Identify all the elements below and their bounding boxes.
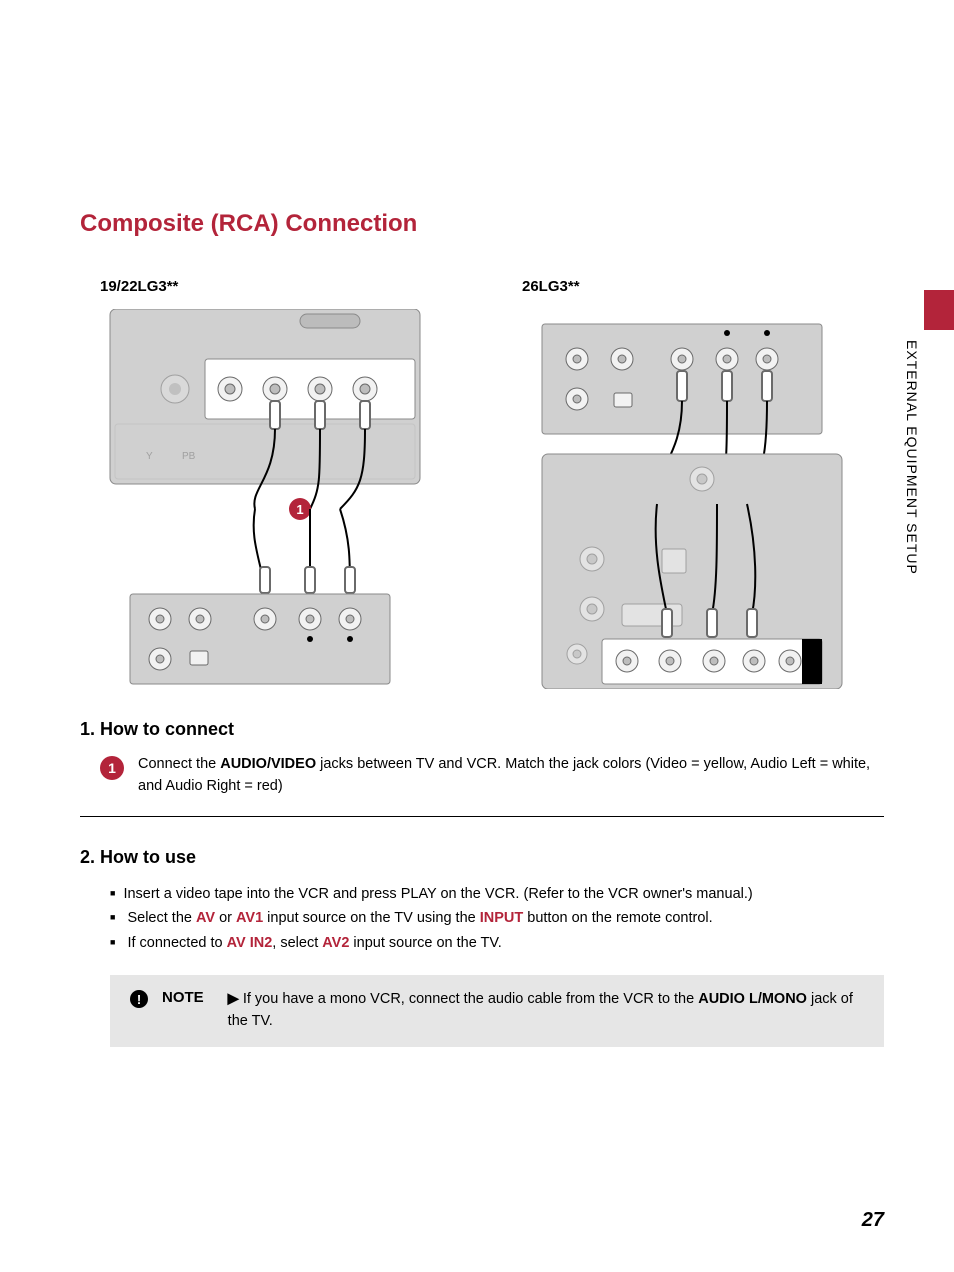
model-label-right: 26LG3** — [522, 278, 884, 295]
label-pb: PB — [182, 451, 196, 462]
txt: Connect the — [138, 756, 220, 772]
txt: or — [215, 910, 236, 926]
txt: Select the — [127, 910, 196, 926]
txt: input source on the TV. — [349, 935, 501, 951]
note-body: ▶If you have a mono VCR, connect the aud… — [228, 989, 864, 1033]
page-title: Composite (RCA) Connection — [80, 210, 884, 238]
txt: button on the remote control. — [523, 910, 712, 926]
connect-step-1: 1 Connect the AUDIO/VIDEO jacks between … — [80, 754, 884, 798]
svg-text:1: 1 — [296, 502, 303, 517]
txt: , select — [272, 935, 322, 951]
txt-bold: AUDIO/VIDEO — [220, 756, 316, 772]
arrow-icon: ▶ — [228, 991, 239, 1007]
label-y: Y — [146, 451, 153, 462]
divider — [80, 816, 884, 817]
use-item-2: Select the AV or AV1 input source on the… — [110, 906, 884, 931]
note-icon: ! — [130, 990, 148, 1008]
use-item-1: Insert a video tape into the VCR and pre… — [110, 882, 884, 907]
use-list: Insert a video tape into the VCR and pre… — [80, 882, 884, 956]
connect-step-1-text: Connect the AUDIO/VIDEO jacks between TV… — [138, 754, 884, 798]
txt: Insert a video tape into the VCR and pre… — [123, 886, 752, 902]
txt: If connected to — [127, 935, 226, 951]
txt-accent: AV2 — [322, 935, 349, 951]
txt-accent: AV — [196, 910, 215, 926]
model-col-left: 19/22LG3** Y PB — [100, 278, 462, 689]
txt-bold: AUDIO L/MONO — [698, 991, 807, 1007]
txt: If you have a mono VCR, connect the audi… — [243, 991, 698, 1007]
note-label: NOTE — [162, 989, 204, 1006]
diagram-left: Y PB 1 — [100, 309, 430, 689]
txt: input source on the TV using the — [263, 910, 480, 926]
note-box: ! NOTE ▶If you have a mono VCR, connect … — [110, 975, 884, 1047]
manual-page: EXTERNAL EQUIPMENT SETUP Composite (RCA)… — [0, 0, 954, 1272]
side-section-label: EXTERNAL EQUIPMENT SETUP — [904, 340, 920, 575]
model-label-left: 19/22LG3** — [100, 278, 462, 295]
step-badge-icon: 1 — [100, 756, 124, 780]
page-number: 27 — [862, 1209, 884, 1232]
diagram-right: 1 — [522, 309, 852, 689]
how-to-connect-heading: 1. How to connect — [80, 719, 884, 740]
how-to-use-heading: 2. How to use — [80, 847, 884, 868]
use-item-3: If connected to AV IN2, select AV2 input… — [110, 931, 884, 956]
side-tab — [924, 290, 954, 330]
txt-accent: AV1 — [236, 910, 263, 926]
txt-accent: INPUT — [480, 910, 524, 926]
txt-accent: AV IN2 — [227, 935, 273, 951]
model-col-right: 26LG3** — [522, 278, 884, 689]
diagram-row: 19/22LG3** Y PB — [80, 278, 884, 689]
